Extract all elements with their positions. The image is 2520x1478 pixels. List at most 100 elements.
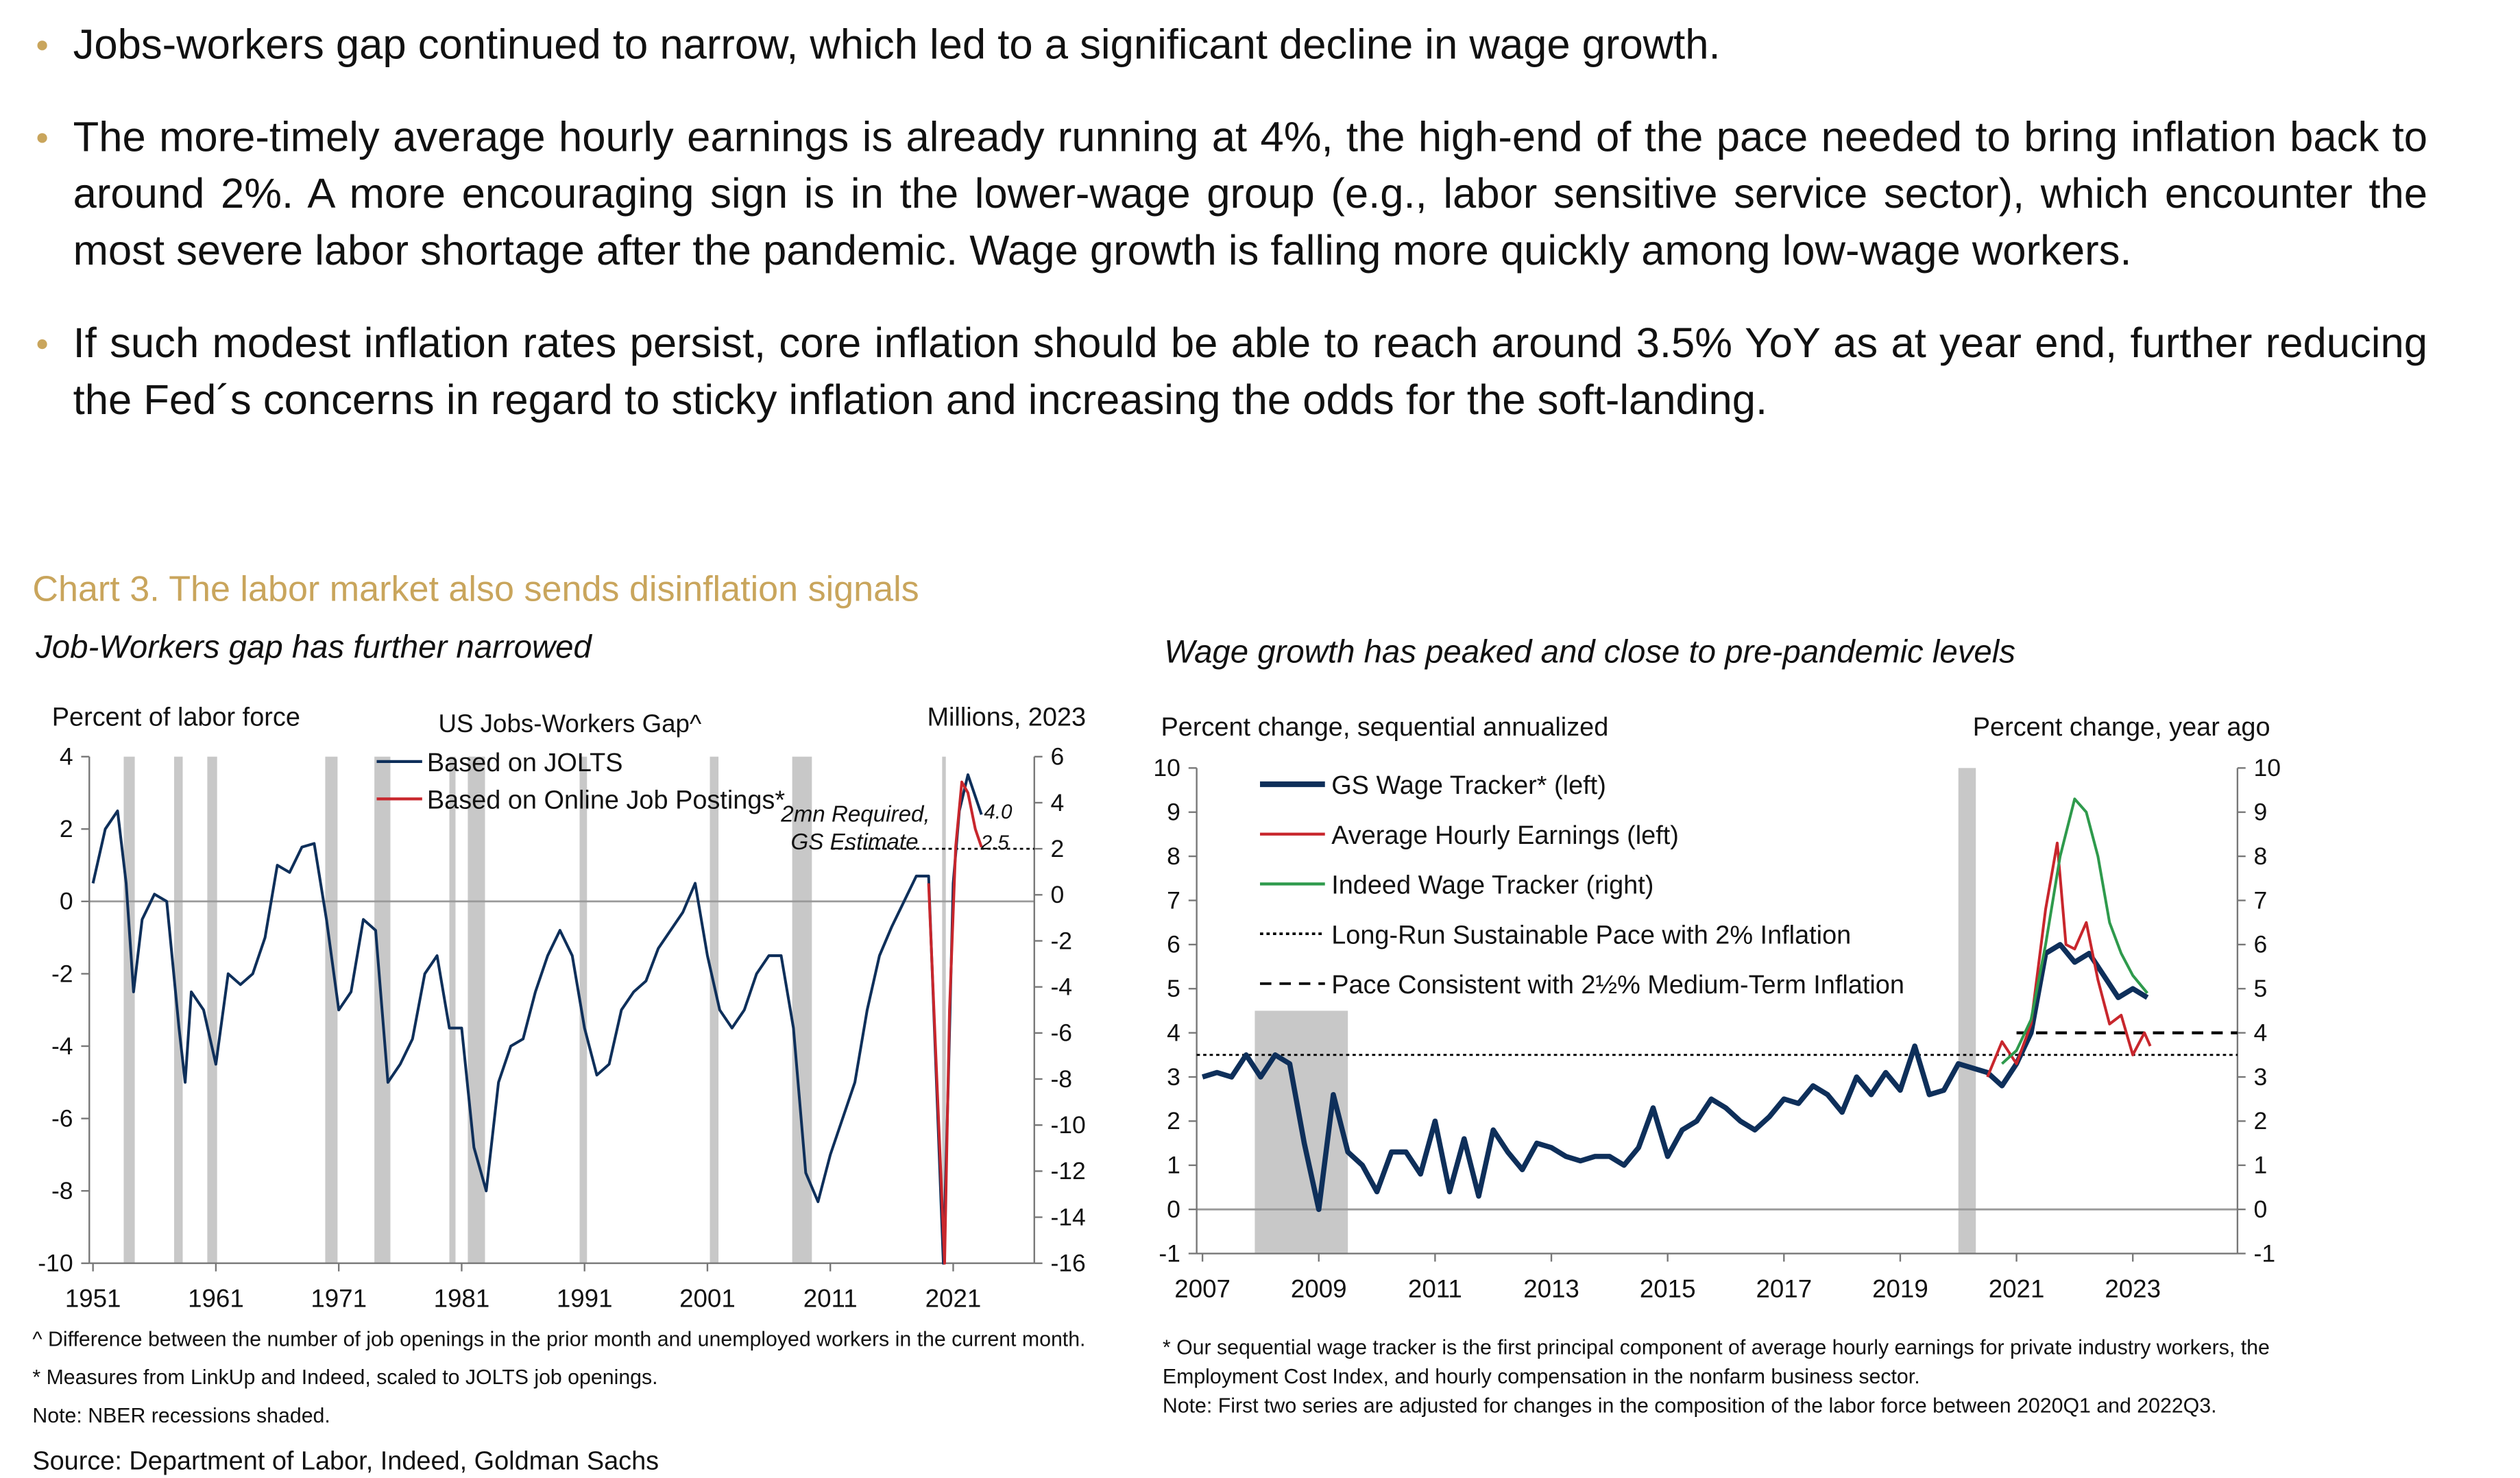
x-tick-label: 2021 [1989,1274,2045,1303]
y-axis-label: Percent change, sequential annualized [1161,713,1609,742]
source: Source: Department of Labor, Indeed, Gol… [32,1447,659,1476]
y-tick-label: 4 [60,743,73,771]
bullet: The more-timely average hourly earnings … [37,109,2427,280]
x-tick-label: 2001 [679,1285,736,1313]
footnote: Note: First two series are adjusted for … [1163,1395,2217,1418]
annotation: 2.5 [980,832,1010,854]
legend-label: Based on Online Job Postings* [427,786,785,815]
y-tick-label: 3 [1167,1063,1180,1091]
recession-band [710,756,719,1263]
recession-band [468,756,485,1263]
recession-band [449,756,456,1263]
x-tick-label: 2007 [1174,1274,1231,1303]
y-tick-label: -4 [51,1032,73,1060]
x-tick-label: 2023 [2105,1274,2161,1303]
y2-tick-label: 6 [2254,931,2268,958]
y2-tick-label: 3 [2254,1063,2268,1091]
y-tick-label: -8 [51,1177,73,1204]
y2-tick-label: 2 [2254,1107,2268,1135]
y-tick-label: 8 [1167,843,1180,870]
y-tick-label: -10 [38,1250,73,1277]
y2-tick-label: -6 [1050,1019,1072,1047]
x-tick-label: 1971 [311,1285,367,1313]
chart-subtitle: Wage growth has peaked and close to pre-… [1164,633,2015,670]
y2-tick-label: -1 [2254,1239,2276,1267]
x-tick-label: 2011 [803,1285,858,1313]
y2-tick-label: 0 [1050,881,1064,908]
y2-axis-label: Percent change, year ago [1973,713,2270,742]
x-tick-label: 2013 [1523,1274,1579,1303]
chart-title: US Jobs-Workers Gap^ [439,710,702,738]
legend-label: Average Hourly Earnings (left) [1331,821,1679,850]
y2-tick-label: 0 [2254,1196,2268,1223]
y2-tick-label: -4 [1050,973,1072,1000]
footnote: Employment Cost Index, and hourly compen… [1163,1366,1920,1388]
y-tick-label: 1 [1167,1152,1180,1179]
y-tick-label: 2 [1167,1107,1180,1135]
y2-tick-label: 1 [2254,1152,2268,1179]
recession-band [1958,768,1976,1254]
x-tick-label: 2015 [1640,1274,1696,1303]
y2-tick-label: -12 [1050,1157,1085,1185]
recession-band [942,756,946,1263]
y2-axis-label: Millions, 2023 [927,703,1086,732]
annotation: GS Estimate [790,829,918,855]
y2-tick-label: 4 [2254,1019,2268,1046]
bullet: Jobs-workers gap continued to narrow, wh… [37,16,2427,73]
y-tick-label: -2 [51,960,73,987]
footnote: * Measures from LinkUp and Indeed, scale… [32,1366,657,1389]
recession-band [123,756,135,1263]
legend-label: Based on JOLTS [427,749,623,777]
x-tick-label: 1981 [434,1285,490,1313]
y2-tick-label: 8 [2254,843,2268,870]
y2-tick-label: -16 [1050,1250,1085,1277]
y2-tick-label: -8 [1050,1065,1072,1093]
legend-label: Indeed Wage Tracker (right) [1331,871,1653,900]
y2-tick-label: 9 [2254,799,2268,826]
series-line [91,773,983,1265]
y-tick-label: 0 [1167,1196,1180,1223]
y-tick-label: 7 [1167,886,1180,914]
bullet: If such modest inflation rates persist, … [37,315,2427,429]
legend-label: Long-Run Sustainable Pace with 2% Inflat… [1331,921,1851,949]
recession-band [207,756,217,1263]
legend-label: Pace Consistent with 2½% Medium-Term Inf… [1331,971,1904,1000]
x-tick-label: 1961 [188,1285,244,1313]
recession-band [325,756,338,1263]
y-tick-label: -6 [51,1104,73,1132]
chart-subtitle: Job-Workers gap has further narrowed [35,629,592,665]
y-tick-label: 10 [1153,754,1180,782]
y-tick-label: 0 [60,888,73,915]
x-tick-label: 1951 [65,1285,121,1313]
y2-tick-label: 6 [1050,743,1064,771]
y2-tick-label: 4 [1050,789,1064,816]
y2-tick-label: 10 [2254,754,2281,782]
x-tick-label: 2011 [1408,1274,1462,1303]
y2-tick-label: -2 [1050,927,1072,954]
y-axis-label: Percent of labor force [52,703,300,732]
footnote: Note: NBER recessions shaded. [32,1405,330,1427]
y2-tick-label: 2 [1050,835,1064,862]
y-tick-label: 6 [1167,931,1180,958]
chart-heading: Chart 3. The labor market also sends dis… [32,569,919,609]
y-tick-label: -1 [1159,1239,1180,1267]
legend-label: GS Wage Tracker* (left) [1331,771,1606,800]
y2-tick-label: -14 [1050,1203,1085,1231]
y2-tick-label: 5 [2254,975,2268,1002]
x-tick-label: 2017 [1756,1274,1812,1303]
x-tick-label: 2021 [925,1285,982,1313]
series-line [927,780,983,1265]
annotation: 4.0 [984,801,1013,823]
bullet-list: Jobs-workers gap continued to narrow, wh… [37,16,2427,465]
y2-tick-label: 7 [2254,886,2268,914]
series-line [1202,942,2149,1212]
x-tick-label: 2009 [1291,1274,1347,1303]
series-line [2001,797,2148,1065]
y-tick-label: 2 [60,815,73,843]
y-tick-label: 4 [1167,1019,1180,1046]
x-tick-label: 1991 [557,1285,613,1313]
recession-band [579,756,587,1263]
y-tick-label: 5 [1167,975,1180,1002]
x-tick-label: 2019 [1872,1274,1928,1303]
